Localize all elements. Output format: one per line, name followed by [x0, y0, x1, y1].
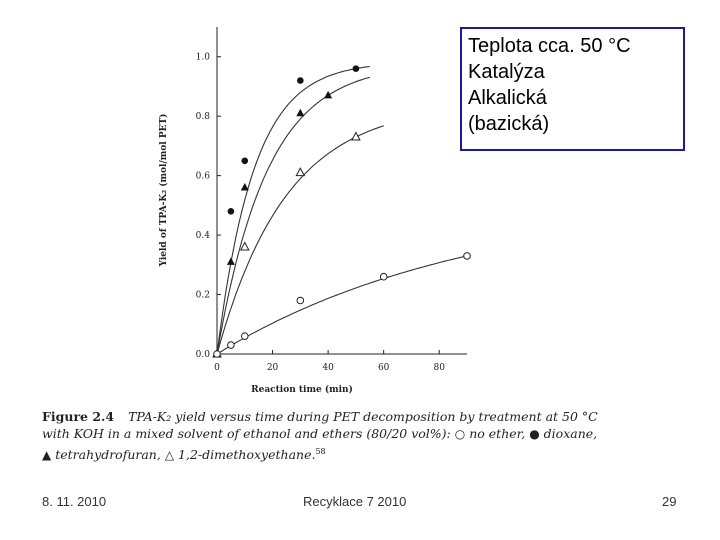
y-tick-label: 1.0	[196, 53, 211, 63]
data-point-filled-circle	[352, 65, 360, 72]
fit-curve	[216, 65, 370, 355]
x-axis-title: Reaction time (min)	[251, 384, 353, 395]
data-point-open-circle	[213, 350, 221, 358]
data-point-open-triangle	[239, 241, 250, 251]
caption-text-4: tetrahydrofuran,	[55, 447, 161, 463]
caption-text-5: 1,2-dimethoxyethane.	[178, 447, 316, 463]
figure-caption: Figure 2.4 TPA-K₂ yield versus time duri…	[42, 408, 602, 464]
x-tick-label: 40	[322, 363, 334, 373]
footer-date: 8. 11. 2010	[42, 494, 107, 509]
footer-title: Recyklace 7 2010	[303, 494, 407, 509]
data-point-filled-circle	[241, 157, 249, 165]
data-point-filled-triangle	[240, 183, 249, 191]
info-box-line-basic: (bazická)	[468, 113, 550, 135]
data-point-filled-circle	[297, 77, 304, 84]
chart: 0.0 0.2 0.4 0.6 0.8 1.0 0 20 40 60 80 Yield of TPA-…	[158, 27, 471, 395]
open-circle-symbol: ○	[454, 427, 466, 441]
fit-curve	[216, 76, 370, 355]
data-point-open-circle	[296, 296, 305, 305]
info-box: Teplota cca. 50 °C Katalýza Alkalická (b…	[460, 27, 685, 151]
data-point-open-circle	[240, 332, 249, 340]
data-point-open-triangle	[351, 131, 361, 141]
figure-label: Figure 2.4	[42, 409, 115, 424]
info-box-line-temperature: Teplota cca. 50 °C	[468, 35, 631, 57]
x-tick-label: 0	[214, 363, 220, 373]
data-point-filled-circle	[227, 208, 235, 215]
data-point-open-circle	[379, 272, 388, 281]
y-tick-label: 0.4	[196, 231, 211, 241]
caption-text-1: TPA-K₂ yield versus time during PET deco…	[42, 409, 598, 441]
y-tick-label: 0.2	[196, 291, 210, 301]
filled-triangle-symbol: ▲	[42, 448, 52, 463]
y-tick-label: 0.8	[196, 112, 211, 122]
y-tick-label: 0.0	[196, 350, 211, 360]
fit-curve	[216, 255, 468, 355]
data-point-open-circle	[227, 341, 235, 349]
data-point-filled-triangle	[324, 90, 333, 99]
x-tick-label: 60	[378, 363, 390, 373]
open-triangle-symbol: △	[164, 448, 175, 463]
info-box-line-catalysis: Katalýza	[468, 61, 545, 83]
data-point-open-triangle	[295, 167, 306, 177]
data-point-filled-triangle	[296, 108, 305, 117]
filled-circle-symbol: ●	[529, 427, 540, 441]
footer-page-number: 29	[662, 494, 677, 509]
x-tick-label: 80	[433, 363, 445, 373]
info-box-line-alkaline: Alkalická	[468, 87, 547, 109]
caption-text-3: dioxane,	[543, 426, 598, 441]
x-tick-label: 20	[267, 363, 279, 373]
caption-reference: 58	[315, 447, 326, 456]
y-axis-title: Yield of TPA-K₂ (mol/mol PET)	[158, 114, 169, 268]
data-point-open-circle	[463, 252, 471, 260]
y-tick-label: 0.6	[196, 172, 211, 182]
caption-text-2: no ether,	[469, 426, 526, 441]
data-point-filled-triangle	[226, 257, 235, 265]
